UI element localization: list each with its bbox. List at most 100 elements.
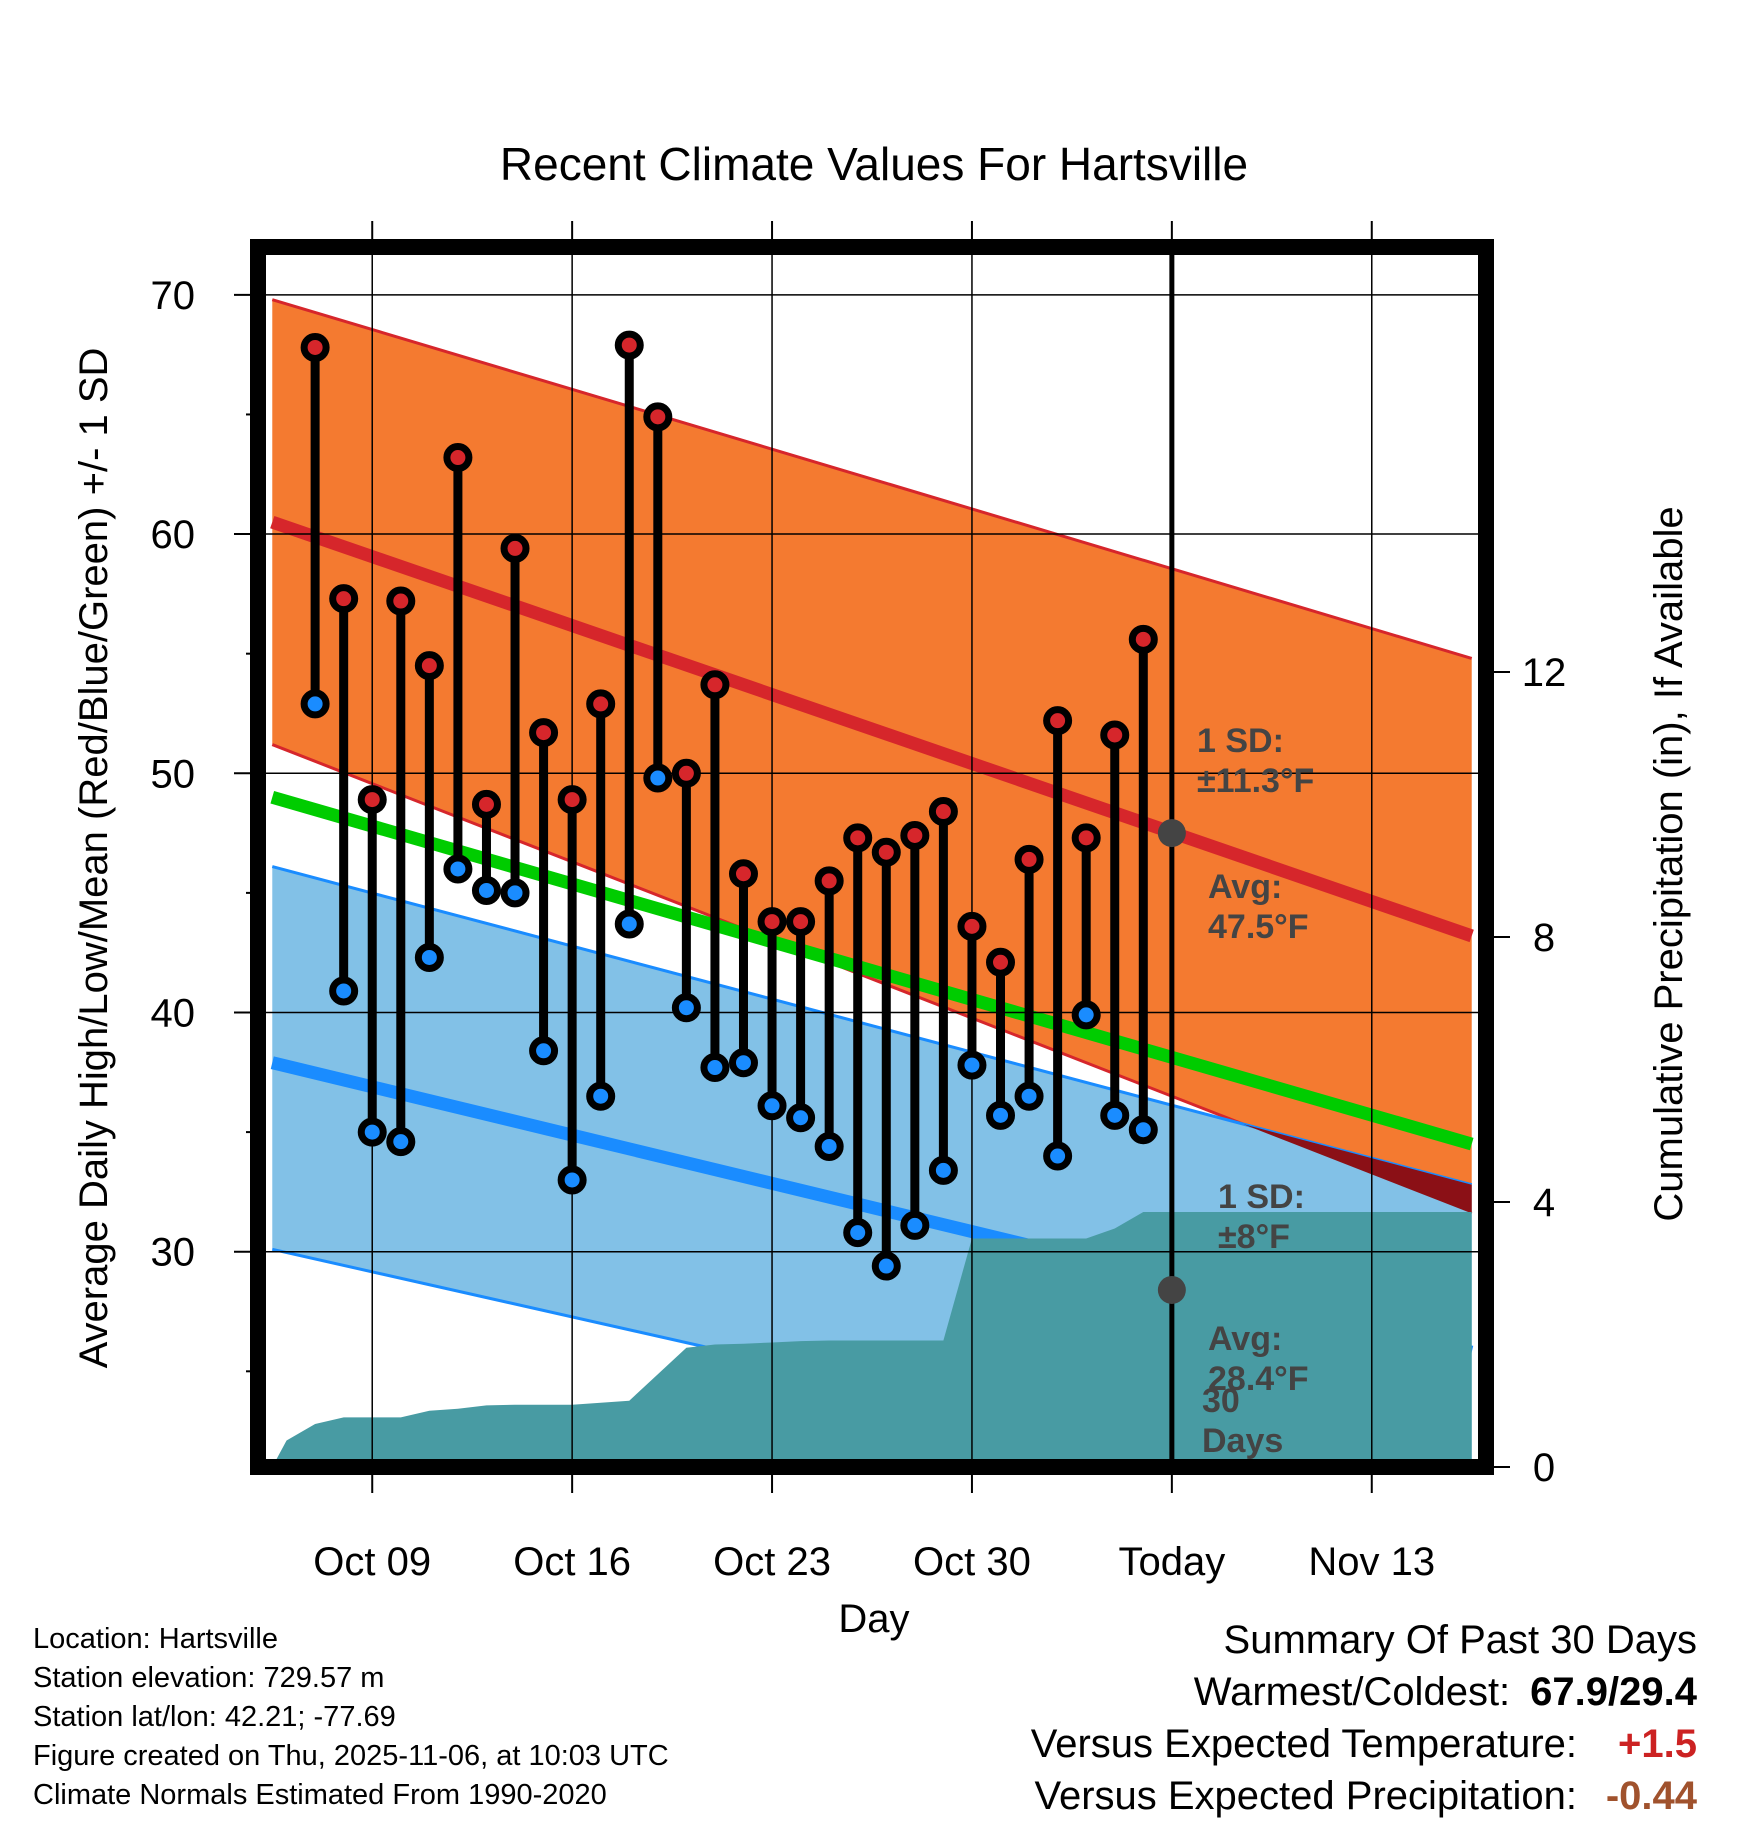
axes: Oct 09 Oct 16 Oct 23 Oct 30 Today Nov 13 30 4 0 5…	[151, 221, 1567, 1584]
y-tick-label: 70	[151, 274, 196, 318]
low-temp-point	[757, 1091, 787, 1121]
high-temp-point	[814, 866, 844, 896]
y-tick-label: 30	[151, 1231, 196, 1275]
high-temp-point	[1128, 624, 1158, 654]
y-tick-label: 60	[151, 513, 196, 557]
low-temp-point	[1014, 1081, 1044, 1111]
low-temp-point	[843, 1218, 873, 1248]
high-temp-point	[928, 797, 958, 827]
info-elevation: Station elevation: 729.57 m	[33, 1662, 385, 1694]
info-latlon: Station lat/lon: 42.21; -77.69	[33, 1701, 396, 1733]
plot-area	[258, 247, 1486, 1467]
avg-high-marker	[1157, 819, 1186, 848]
high-temp-point	[700, 670, 730, 700]
high-temp-point	[500, 533, 530, 563]
y2-tick-label: 12	[1522, 651, 1567, 695]
low-temp-point	[728, 1048, 758, 1078]
high-temp-point	[329, 584, 359, 614]
low-temp-point	[700, 1053, 730, 1083]
high-temp-point	[529, 718, 559, 748]
low-temp-point	[786, 1103, 816, 1133]
high-temp-point	[643, 402, 673, 432]
summary-warm-cold-value: 67.9/29.4	[1530, 1670, 1697, 1714]
x-tick-label: Oct 09	[313, 1540, 431, 1584]
y-axis-label-left: Average Daily High/Low/Mean (Red/Blue/Gr…	[72, 348, 116, 1369]
days-annotation: 30 Days	[1202, 1382, 1283, 1460]
high-temp-point	[357, 785, 387, 815]
high-temp-point	[671, 758, 701, 788]
y2-tick-label: 8	[1533, 916, 1555, 960]
avg-low-marker	[1157, 1275, 1186, 1304]
high-temp-point	[900, 820, 930, 850]
low-temp-point	[643, 763, 673, 793]
x-tick-label: Oct 23	[713, 1540, 831, 1584]
summary-temp-label: Versus Expected Temperature:	[1030, 1722, 1577, 1766]
low-temp-point	[957, 1050, 987, 1080]
low-temp-point	[928, 1155, 958, 1185]
info-location: Location: Hartsville	[33, 1623, 278, 1655]
station-info: Location: Hartsville Station elevation: …	[33, 1620, 669, 1815]
low-temp-point	[414, 942, 444, 972]
low-temp-point	[443, 854, 473, 884]
low-temp-point	[386, 1127, 416, 1157]
y2-tick-label: 0	[1533, 1446, 1555, 1490]
data-marks	[300, 247, 1186, 1467]
high-temp-point	[786, 907, 816, 937]
plot-frame	[250, 239, 1494, 1475]
low-avg-annotation: Avg: 28.4°F	[1208, 1320, 1309, 1398]
high-temp-point	[1071, 823, 1101, 853]
normal-mean-line	[270, 790, 1474, 1151]
x-tick-label: Nov 13	[1308, 1540, 1435, 1584]
low-temp-point	[814, 1131, 844, 1161]
high-band-upper-edge	[271, 298, 1473, 660]
high-temp-point	[843, 823, 873, 853]
normal-high-line	[270, 515, 1474, 943]
low-temp-point	[1128, 1115, 1158, 1145]
low-temp-point	[586, 1081, 616, 1111]
summary-precip-row: Versus Expected Precipitation: -0.44	[1031, 1774, 1697, 1826]
info-normals: Climate Normals Estimated From 1990-2020	[33, 1779, 607, 1811]
x-tick-label: Oct 16	[513, 1540, 631, 1584]
low-temp-point	[900, 1210, 930, 1240]
x-tick-label: Oct 30	[913, 1540, 1031, 1584]
high-sd-annotation: 1 SD: ±11.3°F	[1197, 722, 1314, 800]
summary-warm-cold-label: Warmest/Coldest:	[1193, 1670, 1511, 1714]
high-temp-point	[728, 859, 758, 889]
y-axis-label-right: Cumulative Precipitation (in), If Availa…	[1647, 506, 1691, 1221]
high-avg-annotation: Avg: 47.5°F	[1208, 868, 1309, 946]
low-temp-point	[671, 993, 701, 1023]
high-temp-point	[986, 947, 1016, 977]
high-temp-point	[557, 785, 587, 815]
low-temp-point	[871, 1251, 901, 1281]
low-temp-point	[329, 976, 359, 1006]
y-tick-label: 50	[151, 752, 196, 796]
low-temp-point	[986, 1100, 1016, 1130]
high-temp-point	[300, 332, 330, 362]
x-tick-label: Today	[1118, 1540, 1225, 1584]
high-temp-point	[614, 330, 644, 360]
high-temp-point	[757, 907, 787, 937]
summary-precip-value: -0.44	[1605, 1774, 1697, 1818]
info-created: Figure created on Thu, 2025-11-06, at 10…	[33, 1740, 669, 1772]
low-temp-point	[1043, 1141, 1073, 1171]
low-temp-point	[500, 878, 530, 908]
y2-tick-label: 4	[1533, 1181, 1555, 1225]
low-temp-point	[1100, 1100, 1130, 1130]
annotations: 1 SD: ±11.3°F Avg: 47.5°F 1 SD: ±8°F Avg: 28.4°…	[1197, 722, 1314, 1460]
summary-warm-cold-row: Warmest/Coldest: 67.9/29.4	[1031, 1670, 1697, 1722]
high-temp-point	[1014, 844, 1044, 874]
summary-panel: Summary Of Past 30 Days Warmest/Coldest:…	[1031, 1618, 1697, 1826]
high-temp-point	[443, 443, 473, 473]
overlap-band	[1243, 1124, 1472, 1214]
high-temp-point	[471, 789, 501, 819]
high-temp-point	[586, 689, 616, 719]
summary-title: Summary Of Past 30 Days	[1223, 1618, 1697, 1662]
high-temp-point	[386, 586, 416, 616]
low-temp-point	[1071, 1000, 1101, 1030]
low-temp-point	[357, 1117, 387, 1147]
high-temp-point	[1043, 706, 1073, 736]
low-temp-point	[471, 875, 501, 905]
high-temp-point	[414, 651, 444, 681]
low-sd-annotation: 1 SD: ±8°F	[1218, 1178, 1305, 1256]
